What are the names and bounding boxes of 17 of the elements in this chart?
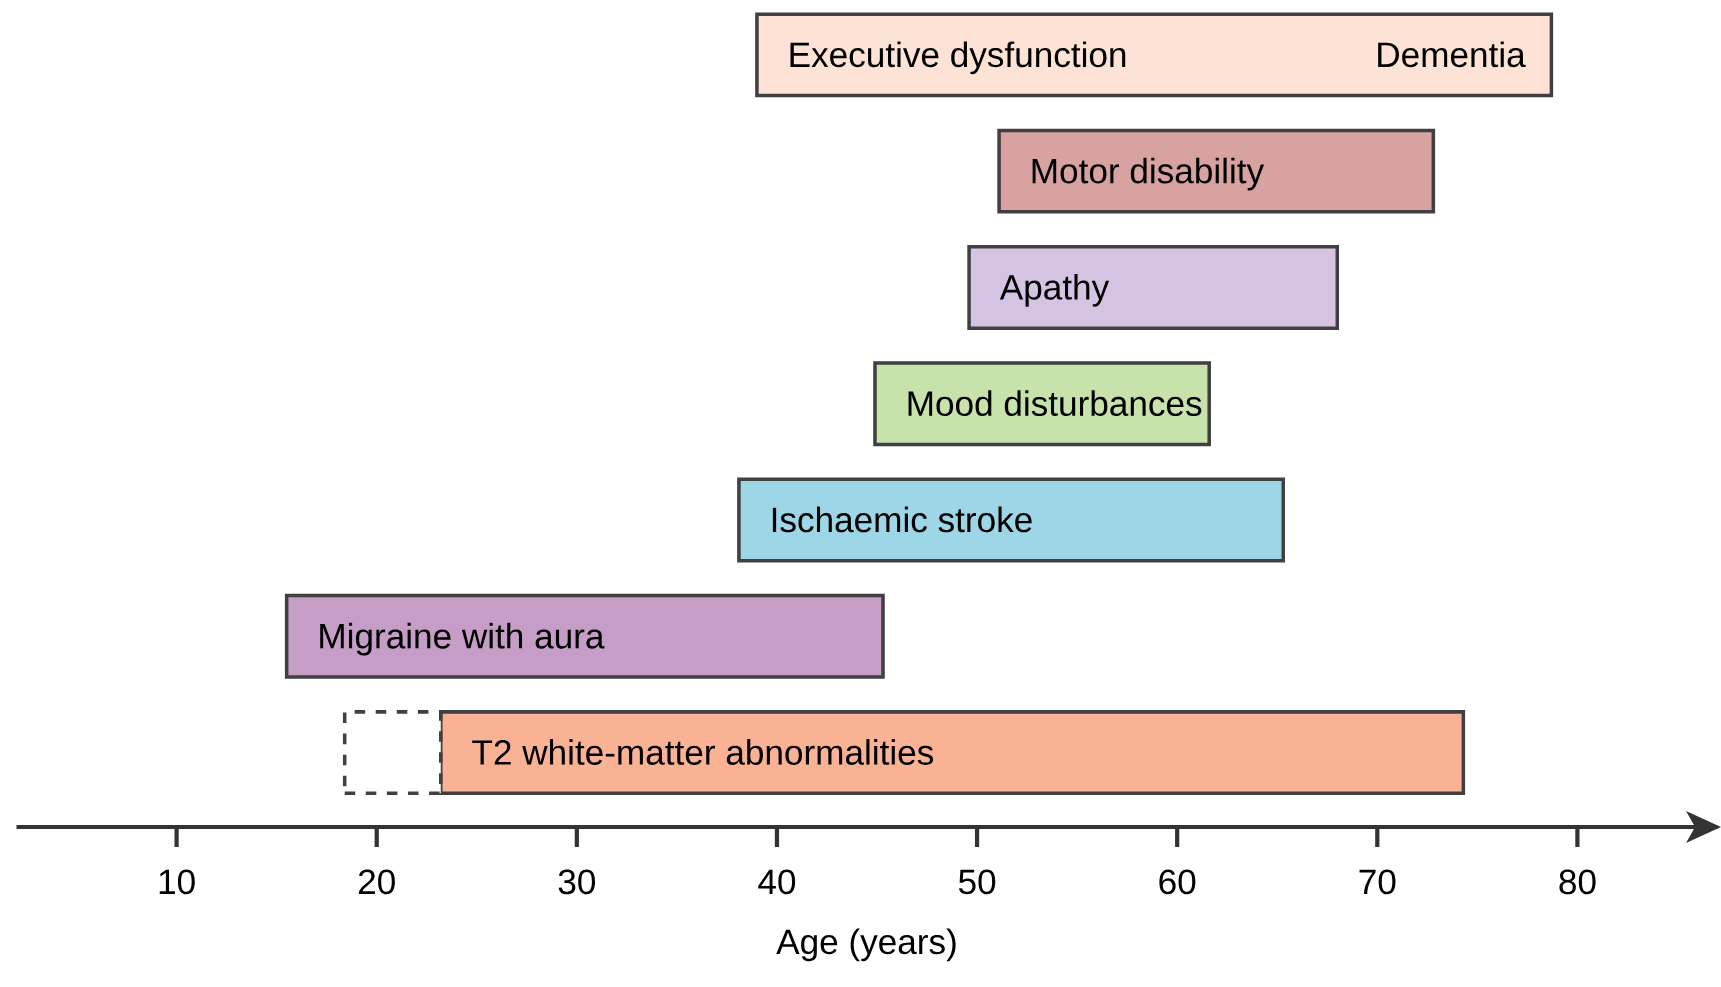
y-tick-label: Executive dysfunction bbox=[790, 41, 1126, 75]
x-tick-label: 30 bbox=[558, 869, 596, 895]
x-tick-label: 10 bbox=[159, 869, 195, 895]
x-tick-label: 50 bbox=[958, 869, 996, 895]
y-tick-label: Ischaemic stroke bbox=[772, 506, 1032, 533]
x-tick-label: 60 bbox=[1159, 869, 1196, 895]
x-axis-title: Age (years) bbox=[776, 928, 956, 962]
y-tick-label: Motor disability bbox=[1032, 157, 1265, 191]
y-tick-label: Mood disturbances bbox=[908, 390, 1202, 417]
y-tick-label: Apathy bbox=[999, 273, 1110, 307]
x-tick-label: 80 bbox=[1559, 869, 1596, 895]
x-tick-label: 40 bbox=[758, 869, 796, 895]
x-tick-label: 70 bbox=[1359, 869, 1396, 895]
x-tick-label: 20 bbox=[358, 869, 395, 895]
y-tick-label: T2 white-matter abnormalities bbox=[472, 739, 934, 765]
y-tick-label: Migraine with aura bbox=[320, 622, 605, 656]
annotation: Dementia bbox=[1378, 41, 1526, 68]
